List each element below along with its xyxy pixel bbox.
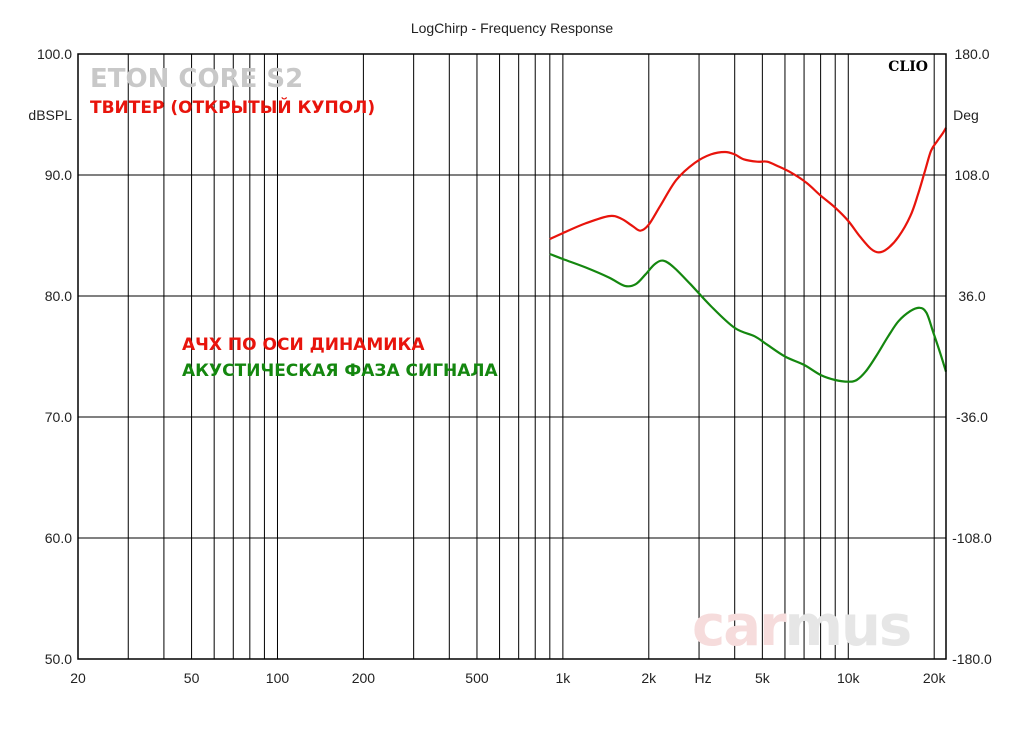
- y-right-tick-label: -180.0: [952, 651, 992, 667]
- legend-label-phase: АКУСТИЧЕСКАЯ ФАЗА СИГНАЛА: [182, 361, 499, 381]
- x-tick-label: 100: [266, 670, 290, 686]
- legend-label-frequency: АЧХ ПО ОСИ ДИНАМИКА: [182, 335, 425, 355]
- x-tick-label: 2k: [641, 670, 657, 686]
- x-tick-label: 500: [465, 670, 489, 686]
- brand-title: ETON CORE S2: [90, 64, 303, 94]
- x-tick-label: 200: [352, 670, 376, 686]
- brand-subtitle: ТВИТЕР (ОТКРЫТЫЙ КУПОЛ): [90, 96, 375, 118]
- x-tick-label: 20: [70, 670, 86, 686]
- y-left-tick-label: 80.0: [45, 288, 72, 304]
- y-left-tick-label: 50.0: [45, 651, 72, 667]
- series-line-phase: [549, 252, 948, 383]
- clio-label: CLIO: [888, 59, 928, 75]
- x-tick-label: 5k: [755, 670, 771, 686]
- y-left-tick-label: 60.0: [45, 530, 72, 546]
- y-left-tick-label: 70.0: [45, 409, 72, 425]
- y-right-tick-label: -108.0: [952, 530, 992, 546]
- plot-frame: [77, 53, 947, 660]
- y-right-tick-label: -36.0: [956, 409, 988, 425]
- y-right-tick-label: 108.0: [954, 167, 989, 183]
- y-left-axis-label: dBSPL: [28, 107, 72, 123]
- y-right-axis-label: Deg: [953, 107, 979, 123]
- series-group: [549, 127, 948, 383]
- watermark-part2: mus: [785, 594, 911, 659]
- chart-title: LogChirp - Frequency Response: [411, 20, 614, 36]
- watermark-part1: car: [692, 594, 787, 659]
- x-tick-label: 10k: [837, 670, 861, 686]
- y-right-tick-label: 180.0: [954, 46, 989, 62]
- watermark: carmus: [692, 594, 910, 659]
- y-left-tick-label: 90.0: [45, 167, 72, 183]
- series-line-frequency-response: [549, 127, 947, 254]
- y-right-tick-label: 36.0: [958, 288, 985, 304]
- x-tick-label: Hz: [695, 670, 712, 686]
- x-tick-label: 20k: [923, 670, 947, 686]
- y-left-tick-label: 100.0: [37, 46, 72, 62]
- x-tick-label: 50: [184, 670, 200, 686]
- x-tick-label: 1k: [555, 670, 571, 686]
- tick-labels: 20 50 100 200 500 1k 2k Hz 5k 10k 20k 100.0 90.0 80.0…: [28, 46, 992, 686]
